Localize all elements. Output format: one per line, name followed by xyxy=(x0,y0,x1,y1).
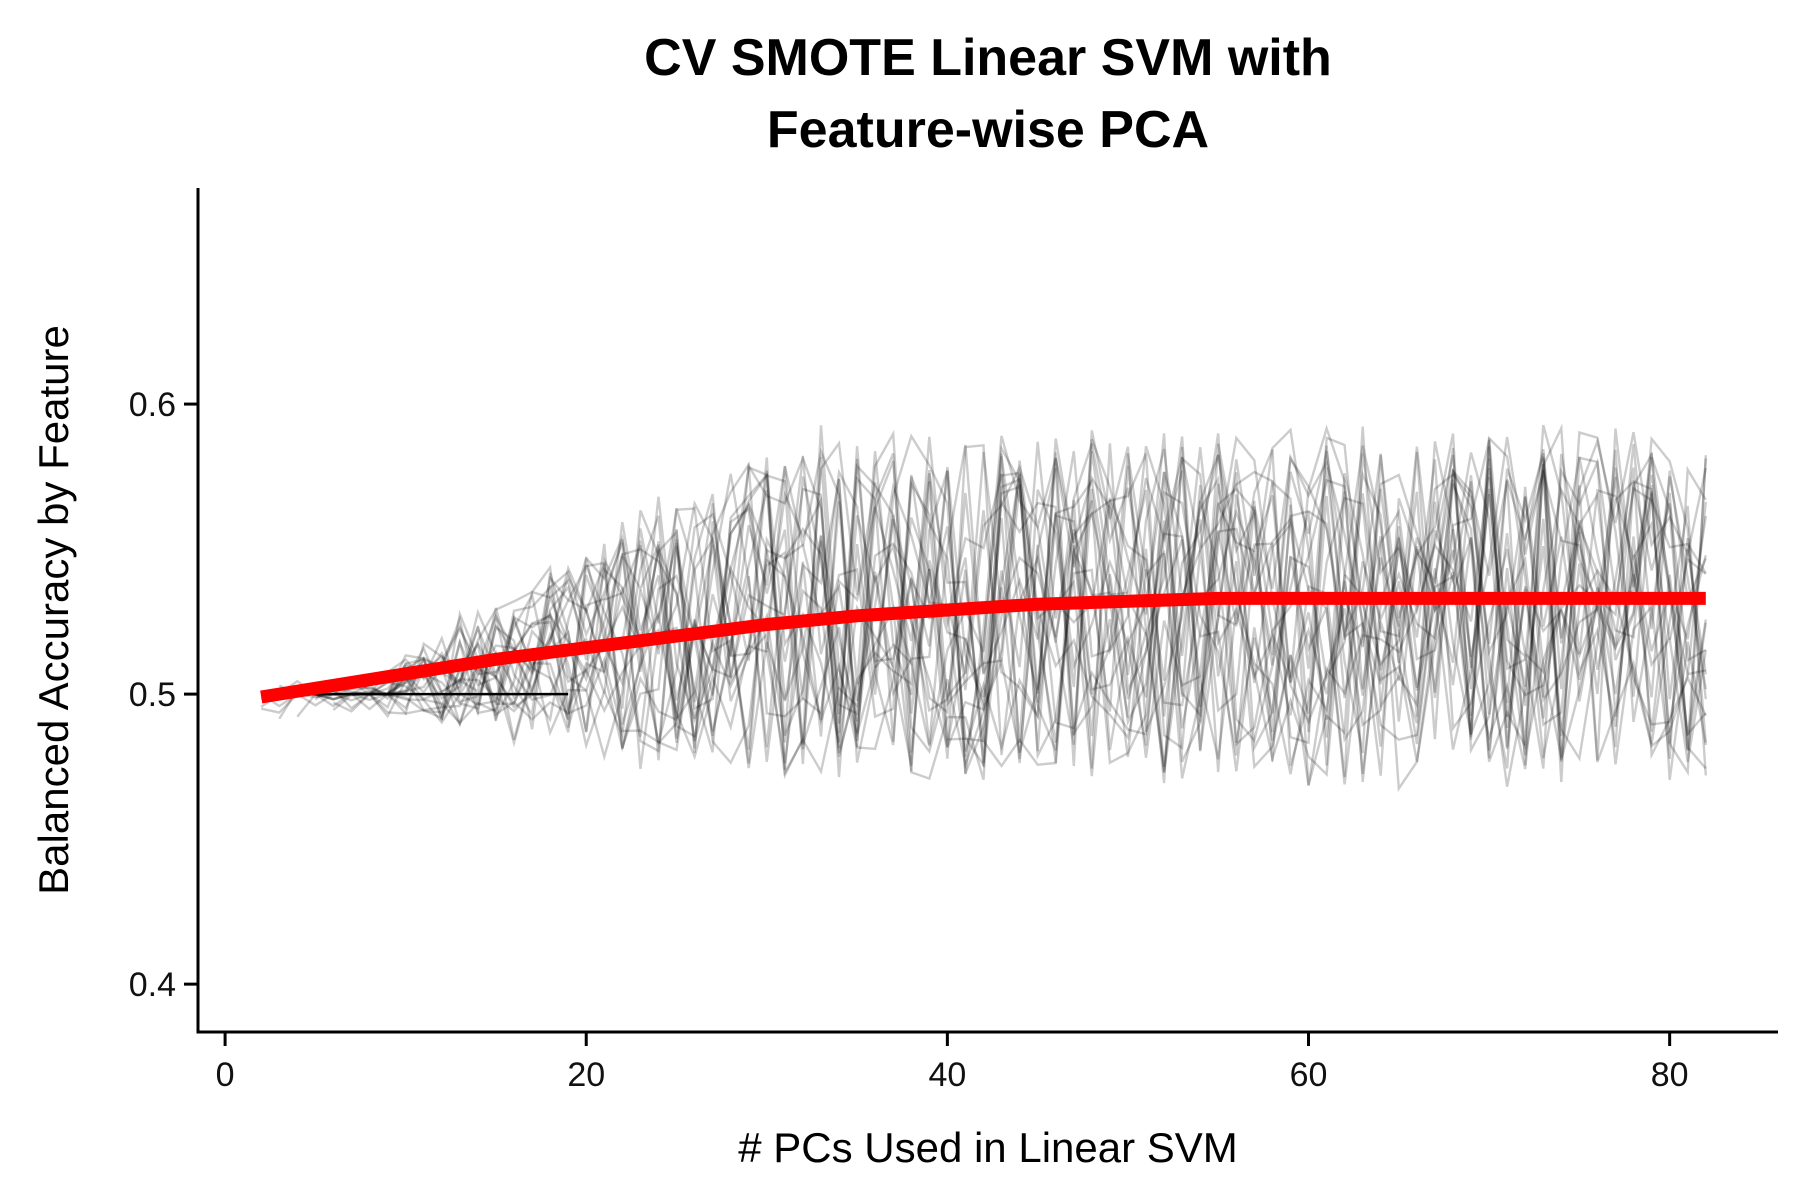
background-series-line xyxy=(296,433,1707,777)
background-series-line xyxy=(351,425,1707,765)
background-series-line xyxy=(297,436,1707,786)
background-series-line xyxy=(296,436,1707,778)
y-tick-label: 0.6 xyxy=(129,386,176,424)
x-tick-label: 20 xyxy=(567,1056,605,1094)
x-tick-label: 40 xyxy=(928,1056,966,1094)
background-series-line xyxy=(315,441,1707,770)
background-series-line xyxy=(297,438,1707,769)
axes: 0 20 40 60 80 0.4 0.5 0.6 xyxy=(129,188,1778,1094)
background-series-group xyxy=(260,423,1707,793)
y-tick-label: 0.4 xyxy=(129,966,176,1004)
x-ticks: 0 20 40 60 80 xyxy=(216,1032,1689,1094)
x-tick-label: 80 xyxy=(1651,1056,1689,1094)
x-tick-label: 60 xyxy=(1290,1056,1328,1094)
y-ticks: 0.4 0.5 0.6 xyxy=(129,386,198,1004)
background-series-line xyxy=(260,455,1707,787)
background-series-line xyxy=(279,427,1707,783)
background-series-line xyxy=(260,431,1707,769)
background-series-line xyxy=(296,451,1707,793)
x-axis-label: # PCs Used in Linear SVM xyxy=(738,1124,1238,1171)
background-series-line xyxy=(315,424,1707,783)
plot-area xyxy=(260,423,1707,793)
main-series-group xyxy=(260,591,1706,704)
background-series-line xyxy=(332,426,1707,786)
smooth-trend-line xyxy=(260,591,1706,704)
background-series-line xyxy=(314,456,1707,762)
y-tick-label: 0.5 xyxy=(129,676,176,714)
background-series-line xyxy=(278,449,1707,770)
background-series-line xyxy=(260,430,1707,781)
y-axis-label: Balanced Accuracy by Feature xyxy=(30,325,77,895)
chart-title: CV SMOTE Linear SVM with Feature-wise PC… xyxy=(644,29,1332,159)
chart-title-line-2: Feature-wise PCA xyxy=(767,101,1209,159)
background-series-line xyxy=(260,423,1707,772)
x-tick-label: 0 xyxy=(216,1056,235,1094)
chart-title-line-1: CV SMOTE Linear SVM with xyxy=(644,29,1332,87)
background-series-line xyxy=(279,428,1707,775)
background-series-line xyxy=(278,448,1707,761)
background-series-line xyxy=(351,443,1707,777)
background-series-line xyxy=(332,436,1707,775)
